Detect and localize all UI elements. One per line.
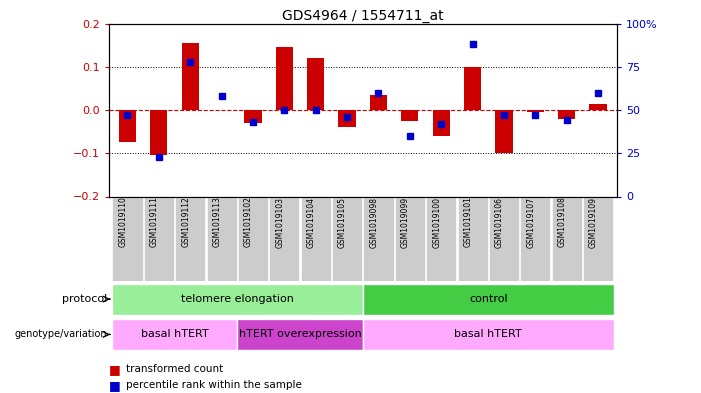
Bar [144,196,174,281]
Bar [489,196,519,281]
Text: protocol: protocol [62,294,107,304]
Bar [520,196,550,281]
Text: GSM1019113: GSM1019113 [212,196,222,247]
Text: transformed count: transformed count [126,364,224,375]
Text: GSM1019107: GSM1019107 [526,196,536,248]
Bar [245,110,261,123]
Bar [395,196,425,281]
Bar [301,196,331,281]
Bar [363,319,614,350]
Text: genotype/variation: genotype/variation [15,329,107,340]
Bar [426,196,456,281]
Text: GSM1019106: GSM1019106 [495,196,504,248]
Text: ■: ■ [109,363,121,376]
Text: GSM1019103: GSM1019103 [275,196,285,248]
Text: GSM1019108: GSM1019108 [558,196,566,247]
Text: GSM1019105: GSM1019105 [338,196,347,248]
Text: ■: ■ [109,378,121,392]
Bar [269,196,299,281]
Text: GSM1019109: GSM1019109 [589,196,598,248]
Text: GSM1019104: GSM1019104 [307,196,315,248]
Bar [558,110,576,119]
Bar [150,110,168,155]
Text: control: control [469,294,508,304]
Text: hTERT overexpression: hTERT overexpression [238,329,362,340]
Bar [590,103,606,110]
Bar [496,110,512,153]
Bar [111,319,237,350]
Bar [464,67,481,110]
Text: GSM1019102: GSM1019102 [244,196,253,247]
Bar [119,110,136,142]
Text: GSM1019101: GSM1019101 [463,196,472,247]
Text: percentile rank within the sample: percentile rank within the sample [126,380,302,390]
Title: GDS4964 / 1554711_at: GDS4964 / 1554711_at [282,9,444,22]
Text: GSM1019098: GSM1019098 [369,196,379,248]
Bar [401,110,418,121]
Bar [339,110,355,127]
Text: GSM1019100: GSM1019100 [433,196,441,248]
Bar [275,48,293,110]
Bar [182,43,199,110]
Bar [111,283,363,315]
Bar [458,196,488,281]
Bar [363,283,614,315]
Bar [433,110,450,136]
Text: telomere elongation: telomere elongation [181,294,294,304]
Bar [175,196,205,281]
Bar [237,319,363,350]
Text: GSM1019099: GSM1019099 [401,196,410,248]
Bar [526,110,544,112]
Bar [112,196,142,281]
Bar [552,196,582,281]
Text: GSM1019111: GSM1019111 [150,196,159,247]
Bar [332,196,362,281]
Bar [207,196,237,281]
Bar [307,58,325,110]
Bar [238,196,268,281]
Text: GSM1019110: GSM1019110 [118,196,128,247]
Text: basal hTERT: basal hTERT [454,329,522,340]
Bar [583,196,613,281]
Bar [363,196,393,281]
Text: basal hTERT: basal hTERT [141,329,208,340]
Text: GSM1019112: GSM1019112 [182,196,190,247]
Bar [370,95,387,110]
